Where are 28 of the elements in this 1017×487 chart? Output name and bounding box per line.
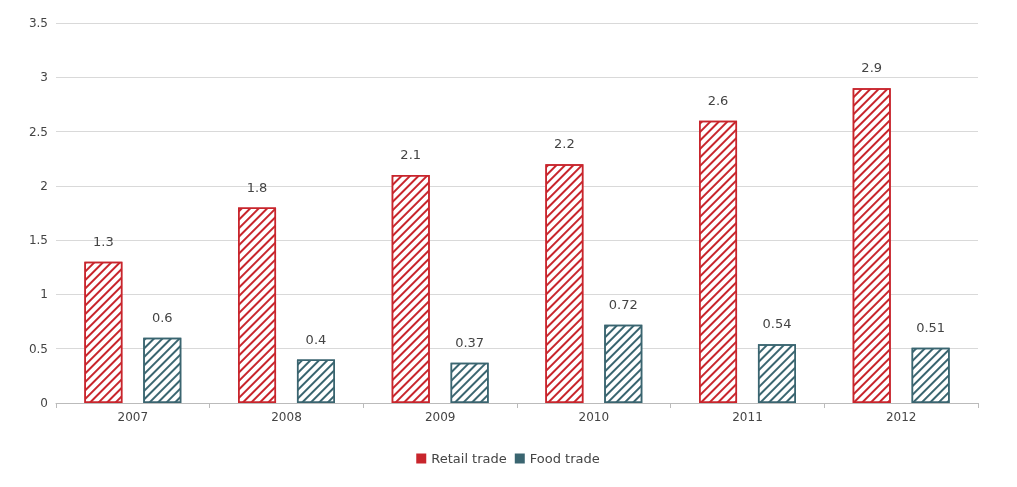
y-tick-label: 2.5	[28, 124, 48, 139]
y-tick-label: 0	[40, 396, 48, 410]
x-tick-label: 2011	[732, 410, 763, 424]
data-label: 1.3	[93, 233, 114, 249]
y-tick-label: 3.5	[28, 16, 48, 30]
x-tick-label: 2012	[885, 410, 917, 424]
data-label: 1.8	[246, 179, 268, 195]
data-label: 0.51	[916, 319, 946, 335]
y-tick-label: 0.5	[28, 341, 48, 356]
x-tick-label: 2009	[424, 410, 456, 424]
y-tick-label: 2	[40, 178, 48, 193]
y-tick-label: 3	[40, 70, 48, 85]
x-tick-label: 2010	[578, 410, 610, 424]
data-label: 0.6	[151, 309, 173, 325]
y-tick-label: 1	[40, 287, 48, 302]
data-label: 0.37	[455, 334, 485, 350]
data-label: 2.1	[400, 147, 422, 162]
data-label: 2.2	[554, 136, 575, 152]
data-label: 2.6	[707, 92, 729, 108]
data-label: 0.72	[608, 296, 638, 312]
x-tick-label: 2008	[271, 410, 302, 424]
legend-label: Food trade	[529, 451, 600, 466]
y-tick-label: 1.5	[28, 233, 48, 248]
legend-label: Retail trade	[431, 451, 507, 466]
x-tick-label: 2007	[117, 410, 149, 424]
data-label: 2.9	[861, 60, 883, 76]
data-label: 0.4	[305, 331, 327, 347]
data-label: 0.54	[762, 316, 792, 332]
